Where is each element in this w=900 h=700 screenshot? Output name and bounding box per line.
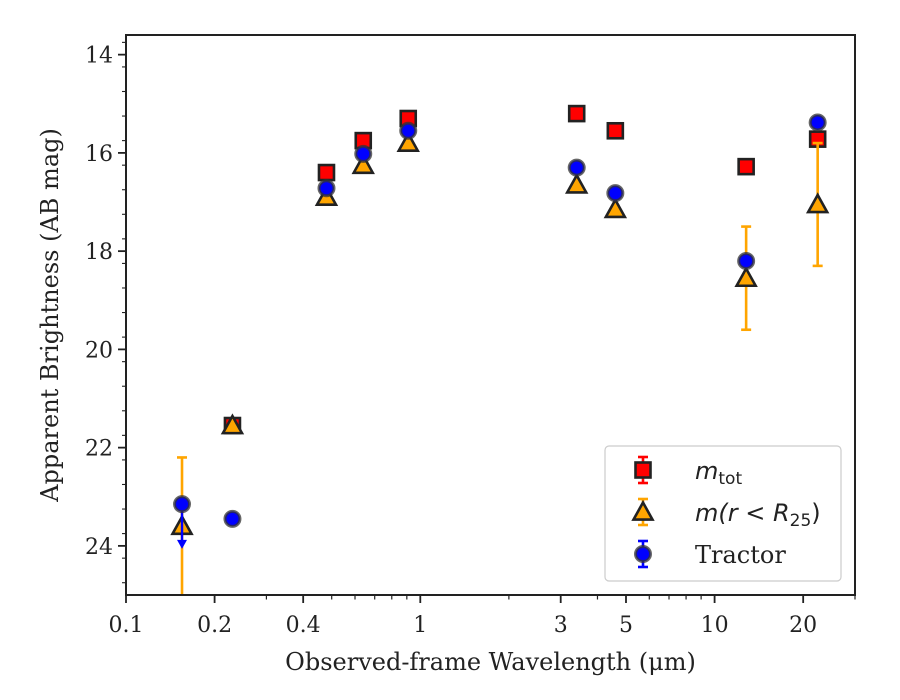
data-point — [734, 265, 758, 288]
data-point — [564, 172, 589, 194]
data-point — [396, 130, 420, 152]
x-axis-label: Observed-frame Wavelength (μm) — [285, 648, 696, 676]
data-point — [603, 197, 628, 219]
data-point — [567, 158, 586, 177]
data-point — [606, 121, 625, 140]
y-tick-label: 14 — [85, 44, 113, 69]
series-layer — [170, 104, 830, 595]
series-circle — [173, 113, 827, 549]
data-point — [737, 251, 756, 270]
legend-marker — [631, 499, 655, 521]
legend: mtot m(r < R25) Tractor — [604, 445, 842, 582]
legend-label: mtot — [695, 457, 742, 489]
data-point — [220, 413, 245, 435]
x-tick-label: 20 — [789, 613, 817, 638]
data-point — [805, 192, 830, 214]
data-point — [808, 113, 827, 132]
data-point — [223, 509, 242, 528]
data-point — [317, 163, 336, 182]
data-point — [399, 121, 418, 140]
x-tick-label: 5 — [619, 613, 633, 638]
data-point — [173, 495, 192, 514]
plot-frame — [125, 34, 856, 596]
data-point — [317, 179, 336, 198]
legend-marker — [634, 461, 652, 479]
y-tick-label: 24 — [85, 535, 113, 560]
data-point — [567, 104, 586, 123]
legend-marker — [634, 545, 652, 563]
upper-limit-arrow — [177, 539, 188, 549]
y-axis: 14 16 18 20 22 24 — [85, 41, 126, 584]
x-axis: 0.1 0.2 0.4 1 3 5 10 20 — [109, 595, 856, 638]
x-tick-label: 0.2 — [197, 613, 232, 638]
legend-box — [604, 445, 842, 582]
legend-label: Tractor — [695, 541, 786, 569]
data-point — [737, 157, 755, 176]
y-tick-label: 20 — [85, 338, 113, 363]
data-point — [351, 152, 375, 175]
legend-label: m(r < R25) — [695, 499, 821, 531]
data-point — [606, 184, 625, 203]
series-square — [223, 104, 827, 435]
data-point — [354, 144, 373, 163]
x-tick-label: 10 — [701, 613, 729, 638]
y-axis-label: Apparent Brightness (AB mag) — [36, 128, 64, 503]
x-tick-label: 0.4 — [286, 613, 321, 638]
y-tick-label: 16 — [85, 142, 113, 167]
x-tick-label: 0.1 — [109, 613, 144, 638]
y-tick-label: 22 — [85, 437, 113, 462]
x-tick-label: 3 — [554, 613, 568, 638]
y-tick-label: 18 — [85, 240, 113, 265]
x-tick-label: 1 — [413, 613, 427, 638]
